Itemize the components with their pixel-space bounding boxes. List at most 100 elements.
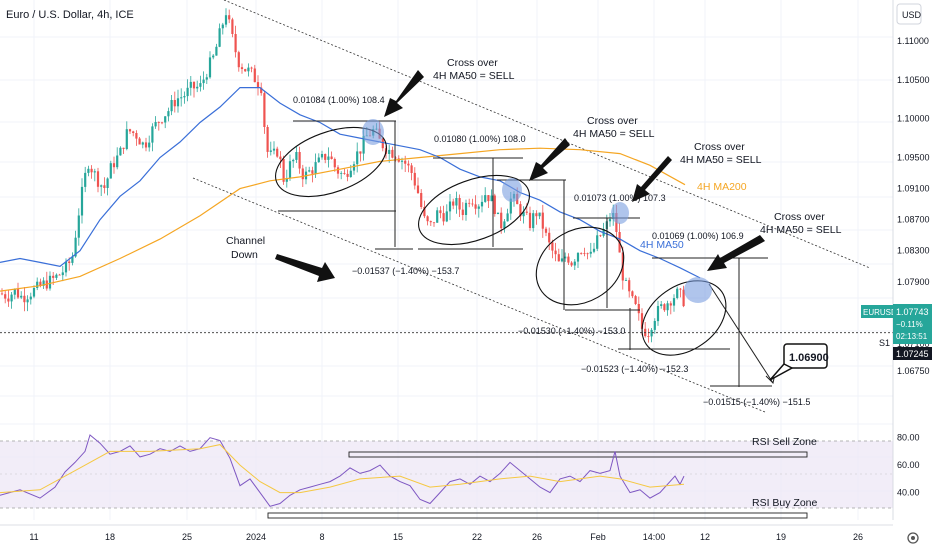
candle-body bbox=[672, 298, 676, 306]
candle-body bbox=[464, 202, 468, 215]
rsi-ticks: 80.00 60.00 40.00 bbox=[897, 433, 920, 498]
candle-body bbox=[74, 237, 77, 257]
consolidation-ellipses[interactable] bbox=[266, 114, 740, 371]
candle-body bbox=[276, 148, 279, 157]
candle-body bbox=[637, 304, 640, 314]
candle-body bbox=[10, 294, 13, 302]
candle-body bbox=[407, 163, 410, 166]
candle-body bbox=[128, 129, 132, 132]
ma200-line[interactable] bbox=[0, 147, 686, 292]
price-axis[interactable] bbox=[893, 0, 932, 550]
callout-arrows bbox=[275, 70, 765, 282]
time-tick-label: 25 bbox=[182, 532, 192, 542]
candle-body bbox=[26, 299, 29, 303]
last-price-box[interactable] bbox=[893, 304, 932, 344]
time-tick-label: 19 bbox=[776, 532, 786, 542]
rsi-tick-label: 80.00 bbox=[897, 433, 920, 443]
candle-body bbox=[250, 67, 253, 69]
price-tick-label: 1.09100 bbox=[897, 184, 930, 194]
time-axis[interactable] bbox=[0, 525, 893, 550]
candle-body bbox=[61, 272, 64, 276]
candle-body bbox=[676, 288, 679, 298]
candle-body bbox=[394, 157, 397, 159]
time-tick-label: Feb bbox=[590, 532, 606, 542]
candle-body bbox=[208, 57, 212, 78]
candle-body bbox=[116, 155, 119, 168]
candle-body bbox=[0, 293, 4, 295]
target-label: 1.06900 bbox=[789, 352, 829, 364]
candle-body bbox=[311, 170, 314, 174]
symbol-tag[interactable] bbox=[861, 305, 893, 318]
candle-body bbox=[445, 211, 448, 222]
candle-body bbox=[285, 178, 288, 182]
rsi-buy-zone-box[interactable] bbox=[267, 512, 808, 519]
candle-body bbox=[346, 173, 349, 177]
rsi-buy-zone-label: RSI Buy Zone bbox=[752, 497, 818, 509]
cross-markers bbox=[362, 119, 712, 303]
measurement-tools[interactable] bbox=[278, 120, 776, 387]
candle-body bbox=[336, 167, 340, 174]
time-tick-label: 26 bbox=[532, 532, 542, 542]
candle-body bbox=[573, 261, 576, 266]
candle-body bbox=[500, 212, 503, 229]
candle-body bbox=[490, 195, 493, 202]
candle-body bbox=[23, 295, 26, 303]
candle-body bbox=[148, 142, 151, 148]
measure-label-1: 0.01084 (1.00%) 108.4 bbox=[293, 95, 385, 105]
candle-body bbox=[186, 87, 189, 97]
candle-body bbox=[144, 142, 148, 148]
candle-body bbox=[538, 212, 541, 217]
channel-lower-line[interactable] bbox=[192, 177, 766, 413]
candle-body bbox=[183, 96, 186, 98]
settings-gear-icon[interactable] bbox=[907, 532, 919, 544]
candle-body bbox=[244, 69, 247, 72]
candle-body bbox=[496, 212, 500, 214]
last-price-value: 1.07743 bbox=[896, 307, 929, 317]
candle-body bbox=[333, 159, 336, 168]
candle-body bbox=[493, 195, 496, 214]
price-tick-label: 1.08300 bbox=[897, 246, 930, 256]
ma50-line[interactable] bbox=[0, 87, 701, 279]
candle-body bbox=[535, 213, 538, 217]
candle-body bbox=[212, 55, 215, 58]
candle-body bbox=[154, 122, 157, 127]
target-box[interactable] bbox=[783, 343, 828, 369]
candle-body bbox=[48, 275, 52, 289]
channel-upper-line[interactable] bbox=[223, 0, 871, 269]
price-tick-label: 1.11000 bbox=[897, 36, 929, 46]
candle-body bbox=[426, 216, 429, 222]
candle-body bbox=[218, 28, 221, 47]
candle-body bbox=[141, 142, 144, 145]
callout-text: Cross over 4H MA50 = SELL bbox=[573, 115, 655, 140]
time-tick-label: 22 bbox=[472, 532, 482, 542]
candle-body bbox=[509, 198, 512, 214]
candle-body bbox=[135, 133, 138, 139]
candle-body bbox=[327, 156, 330, 160]
price-tick-label: 1.07900 bbox=[897, 277, 930, 287]
candle-body bbox=[269, 150, 272, 152]
candle-body bbox=[420, 193, 423, 207]
candle-body bbox=[301, 168, 304, 180]
candle-body bbox=[487, 195, 490, 202]
rsi-sell-zone-box[interactable] bbox=[348, 451, 808, 458]
candle-body bbox=[679, 288, 682, 290]
candle-body bbox=[125, 129, 128, 149]
s1-price-box[interactable] bbox=[893, 347, 932, 360]
candle-body bbox=[391, 149, 394, 158]
candle-body bbox=[532, 213, 535, 229]
candle-body bbox=[68, 261, 71, 263]
candle-body bbox=[656, 306, 660, 322]
measure-label-5: −0.01537 (−1.40%) −153.7 bbox=[352, 266, 459, 276]
candle-body bbox=[410, 165, 413, 173]
currency-button[interactable] bbox=[896, 3, 922, 25]
symbol-tag-text: EURUSD bbox=[863, 308, 897, 317]
candle-body bbox=[544, 228, 548, 233]
candle-body bbox=[682, 289, 685, 307]
candle-body bbox=[272, 148, 276, 151]
rsi-ma-line[interactable] bbox=[0, 444, 685, 494]
candle-body bbox=[477, 206, 480, 209]
candle-body bbox=[660, 304, 663, 306]
candle-body bbox=[461, 209, 464, 215]
candle-body bbox=[234, 34, 237, 53]
